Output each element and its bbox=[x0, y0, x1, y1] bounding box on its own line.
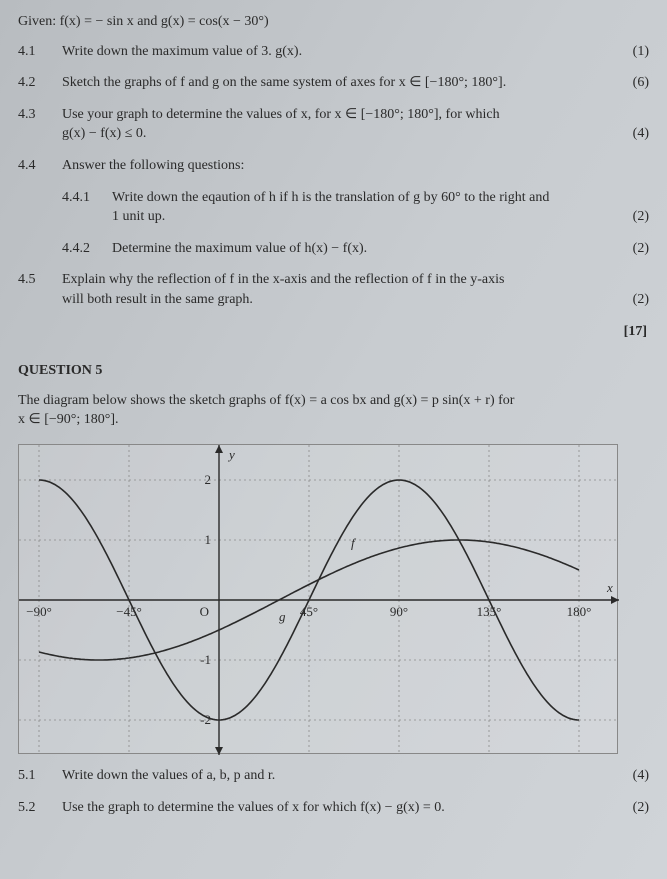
qtext-line-b: 1 unit up. bbox=[112, 209, 165, 224]
svg-text:135°: 135° bbox=[477, 604, 502, 619]
qtext-line-b: g(x) − f(x) ≤ 0. bbox=[62, 126, 146, 141]
q-4-2: 4.2 Sketch the graphs of f and g on the … bbox=[18, 73, 649, 93]
q-4-1: 4.1 Write down the maximum value of 3. g… bbox=[18, 42, 649, 62]
qnum: 5.1 bbox=[18, 766, 62, 786]
qsubnum: 4.4.2 bbox=[62, 239, 112, 259]
svg-text:g: g bbox=[279, 609, 286, 624]
total-4: [17] bbox=[18, 322, 649, 342]
svg-text:x: x bbox=[606, 580, 613, 595]
svg-text:-1: -1 bbox=[200, 652, 211, 667]
qtext-line-a: Use your graph to determine the values o… bbox=[62, 107, 500, 122]
q-4-4-2: 4.4.2 Determine the maximum value of h(x… bbox=[18, 239, 649, 259]
q-5-1: 5.1 Write down the values of a, b, p and… bbox=[18, 766, 649, 786]
marks: (2) bbox=[617, 239, 649, 259]
chart-svg: −90° −45° 45° 90° 135° 180° 2 1 -1 -2 Oy x g f bbox=[19, 445, 619, 755]
svg-text:90°: 90° bbox=[390, 604, 408, 619]
svg-text:−45°: −45° bbox=[116, 604, 142, 619]
svg-text:180°: 180° bbox=[567, 604, 592, 619]
qnum: 5.2 bbox=[18, 798, 62, 818]
marks: (2) bbox=[617, 207, 649, 227]
qtext: Write down the values of a, b, p and r. bbox=[62, 766, 617, 786]
qtext: Explain why the reflection of f in the x… bbox=[62, 270, 617, 309]
svg-text:1: 1 bbox=[205, 532, 212, 547]
q-4-4-1: 4.4.1 Write down the eqaution of h if h … bbox=[18, 188, 649, 227]
marks: (6) bbox=[617, 73, 649, 93]
intro-line-b: x ∈ [−90°; 180°]. bbox=[18, 412, 119, 427]
svg-text:O: O bbox=[200, 604, 209, 619]
svg-text:45°: 45° bbox=[300, 604, 318, 619]
svg-text:−90°: −90° bbox=[26, 604, 52, 619]
svg-text:f: f bbox=[351, 535, 357, 550]
given-line: Given: f(x) = − sin x and g(x) = cos(x −… bbox=[18, 12, 649, 32]
q-4-3: 4.3 Use your graph to determine the valu… bbox=[18, 105, 649, 144]
q-4-4: 4.4 Answer the following questions: bbox=[18, 156, 649, 176]
q-4-5: 4.5 Explain why the reflection of f in t… bbox=[18, 270, 649, 309]
marks: (2) bbox=[617, 798, 649, 818]
qnum: 4.3 bbox=[18, 105, 62, 125]
qnum: 4.2 bbox=[18, 73, 62, 93]
qnum: 4.5 bbox=[18, 270, 62, 290]
qnum: 4.1 bbox=[18, 42, 62, 62]
question-5-intro: The diagram below shows the sketch graph… bbox=[18, 391, 649, 430]
qtext-line-a: Write down the eqaution of h if h is the… bbox=[112, 190, 549, 205]
qtext: Use the graph to determine the values of… bbox=[62, 798, 617, 818]
qsubnum: 4.4.1 bbox=[62, 188, 112, 208]
marks: (2) bbox=[617, 290, 649, 310]
qnum: 4.4 bbox=[18, 156, 62, 176]
qtext: Sketch the graphs of f and g on the same… bbox=[62, 73, 617, 93]
marks: (1) bbox=[617, 42, 649, 62]
qtext: Use your graph to determine the values o… bbox=[62, 105, 617, 144]
marks: (4) bbox=[617, 124, 649, 144]
question-5-title: QUESTION 5 bbox=[18, 361, 649, 381]
chart-container: −90° −45° 45° 90° 135° 180° 2 1 -1 -2 Oy x g f bbox=[18, 444, 618, 754]
qtext: Answer the following questions: bbox=[62, 156, 617, 176]
qtext-line-b: will both result in the same graph. bbox=[62, 292, 253, 307]
svg-text:-2: -2 bbox=[200, 712, 211, 727]
intro-line-a: The diagram below shows the sketch graph… bbox=[18, 393, 514, 408]
svg-text:y: y bbox=[227, 447, 235, 462]
qtext: Determine the maximum value of h(x) − f(… bbox=[112, 239, 617, 259]
qtext: Write down the eqaution of h if h is the… bbox=[112, 188, 617, 227]
qtext: Write down the maximum value of 3. g(x). bbox=[62, 42, 617, 62]
svg-text:2: 2 bbox=[205, 472, 212, 487]
qtext-line-a: Explain why the reflection of f in the x… bbox=[62, 272, 504, 287]
q-5-2: 5.2 Use the graph to determine the value… bbox=[18, 798, 649, 818]
marks: (4) bbox=[617, 766, 649, 786]
